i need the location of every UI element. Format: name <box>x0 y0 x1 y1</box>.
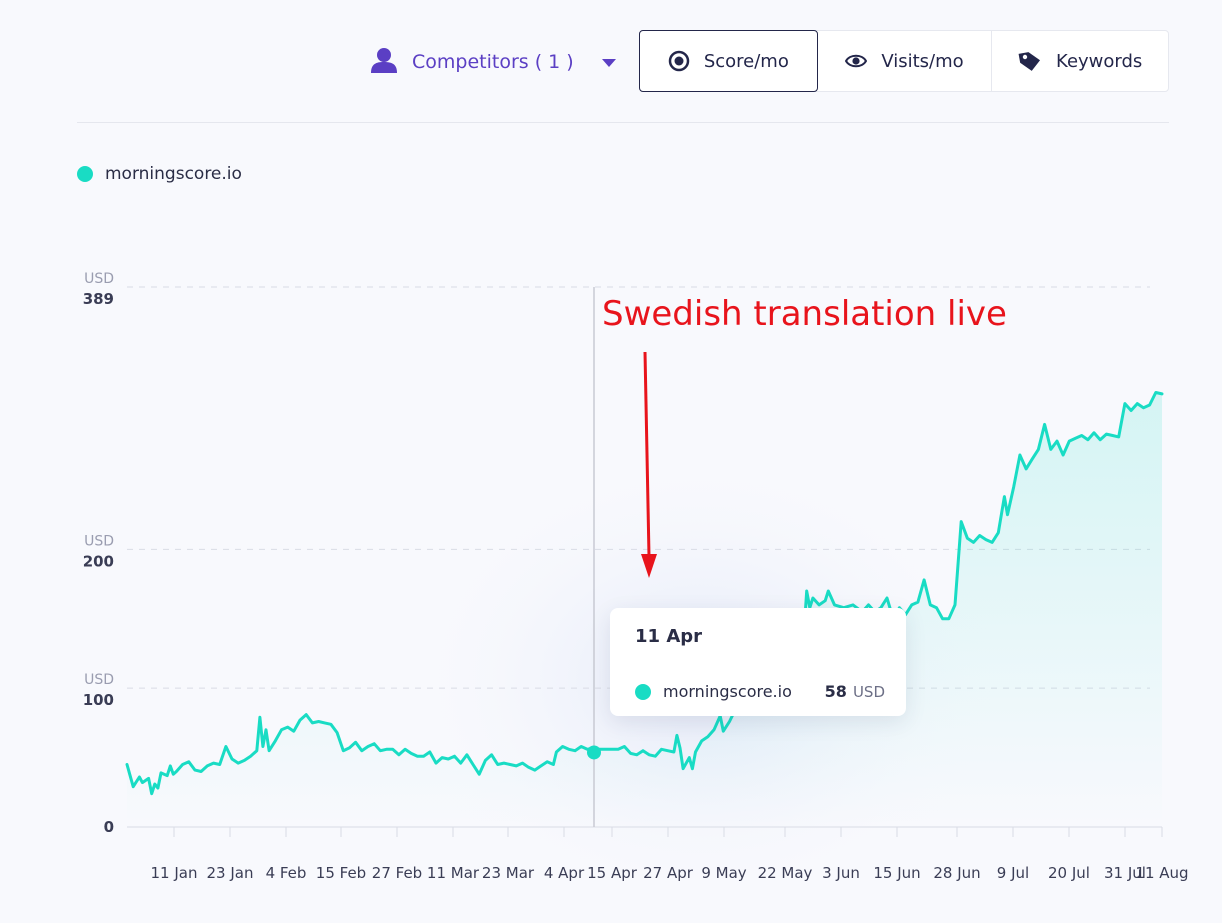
visits-per-month-button[interactable]: Visits/mo <box>818 31 993 91</box>
chart-tooltip: 11 Apr morningscore.io 58 USD <box>610 608 906 716</box>
x-tick-label: 15 Jun <box>873 864 920 882</box>
y-tick-label: 0 <box>104 818 114 836</box>
x-tick-label: 20 Jul <box>1048 864 1090 882</box>
toolbar-divider <box>77 122 1169 123</box>
annotation-arrow-head <box>641 554 657 578</box>
competitors-dropdown[interactable]: Competitors ( 1 ) <box>370 44 616 80</box>
tooltip-unit: USD <box>852 682 885 701</box>
legend-label: morningscore.io <box>105 164 242 184</box>
chevron-down-icon <box>601 51 616 73</box>
x-tick-label: 28 Jun <box>933 864 980 882</box>
x-tick-label: 11 Aug <box>1135 864 1188 882</box>
annotation-arrow-shaft <box>643 351 651 557</box>
visits-per-month-label: Visits/mo <box>881 50 964 72</box>
x-tick-label: 11 Mar <box>427 864 480 882</box>
user-icon <box>370 47 398 78</box>
x-tick-label: 27 Apr <box>643 864 694 882</box>
score-per-month-label: Score/mo <box>703 50 789 72</box>
keywords-button[interactable]: Keywords <box>992 31 1168 91</box>
highlight-point[interactable] <box>587 745 601 760</box>
score-per-month-button[interactable]: Score/mo <box>639 30 818 92</box>
keywords-label: Keywords <box>1056 50 1143 72</box>
x-tick-label: 23 Jan <box>207 864 254 882</box>
x-tick-label: 3 Jun <box>822 864 860 882</box>
y-tick-unit: USD <box>84 672 114 688</box>
x-tick-label: 15 Apr <box>587 864 638 882</box>
y-tick-label: 389 <box>83 290 114 308</box>
tooltip-row: morningscore.io 58 USD <box>635 682 885 701</box>
y-tick-label: 100 <box>83 691 114 709</box>
series-line <box>125 391 1164 796</box>
x-tick-label: 23 Mar <box>482 864 535 882</box>
tooltip-series-swatch <box>635 683 651 700</box>
x-tick-label: 4 Feb <box>266 864 307 882</box>
target-icon <box>668 50 690 72</box>
series-area <box>127 392 1162 827</box>
chart-legend[interactable]: morningscore.io <box>77 164 242 184</box>
metric-switch: Score/mo Visits/mo Keywords <box>639 30 1169 92</box>
y-tick-unit: USD <box>84 533 114 549</box>
x-tick-label: 9 Jul <box>997 864 1029 882</box>
tag-icon <box>1018 50 1042 72</box>
x-tick-label: 22 May <box>758 864 813 882</box>
x-tick-label: 4 Apr <box>544 864 585 882</box>
x-tick-label: 27 Feb <box>372 864 422 882</box>
tooltip-series-label: morningscore.io <box>663 682 792 701</box>
tooltip-value: 58 <box>824 682 847 701</box>
tooltip-date: 11 Apr <box>635 626 703 647</box>
competitors-label: Competitors ( 1 ) <box>412 51 574 73</box>
x-tick-label: 11 Jan <box>151 864 198 882</box>
x-tick-label: 31 Jul <box>1104 864 1146 882</box>
annotation-text: Swedish translation live <box>602 294 1007 334</box>
y-tick-unit: USD <box>84 271 114 287</box>
eye-icon <box>845 53 868 69</box>
y-tick-label: 200 <box>83 552 114 570</box>
x-tick-label: 15 Feb <box>316 864 366 882</box>
x-tick-label: 9 May <box>701 864 746 882</box>
legend-swatch <box>77 166 93 182</box>
